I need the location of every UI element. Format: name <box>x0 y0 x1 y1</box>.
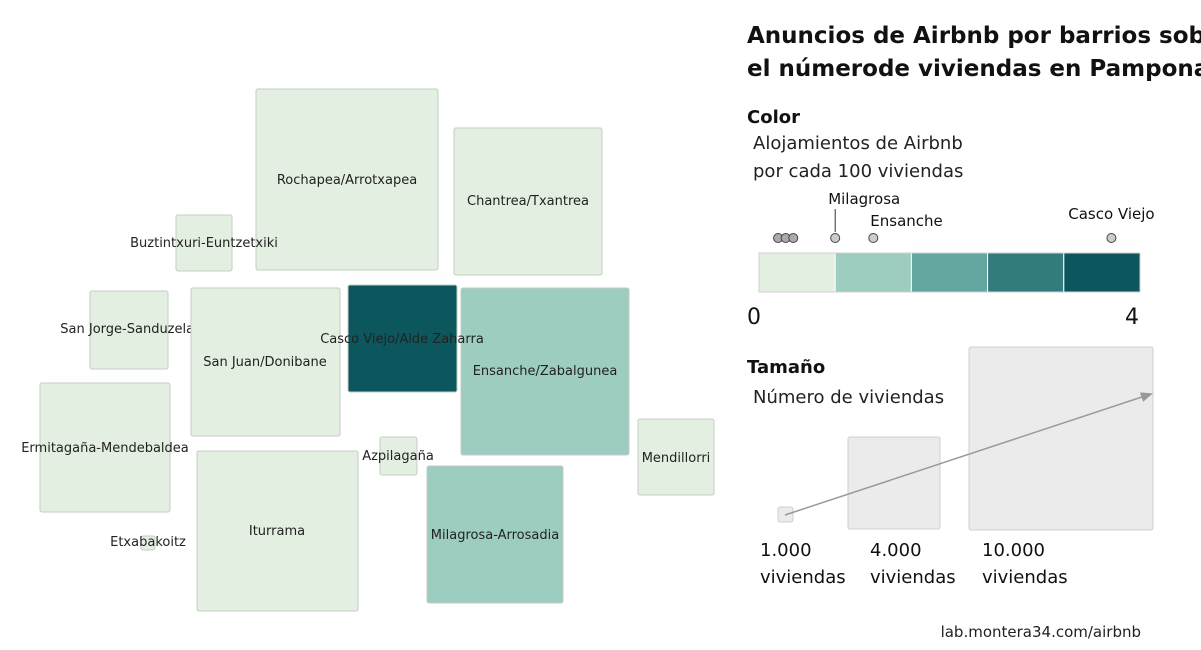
region-azpilagana[interactable]: Azpilagaña <box>362 436 434 476</box>
color-legend-subtitle-1: Alojamientos de Airbnb <box>753 133 963 154</box>
color-scale-point <box>788 233 799 243</box>
region-label: Milagrosa-Arrosadia <box>431 528 559 543</box>
region-ermitagana[interactable]: Ermitagaña-Mendebaldea <box>21 382 189 513</box>
region-label: San Juan/Donibane <box>203 355 327 370</box>
color-scale-segment <box>834 252 912 293</box>
region-casco-viejo[interactable] <box>347 284 458 393</box>
color-scale-segment <box>910 252 989 293</box>
title-line-1: Anuncios de Airbnb por barrios sobre <box>747 23 1201 49</box>
region-mendillorri[interactable]: Mendillorri <box>637 418 715 496</box>
source-credit: lab.montera34.com/airbnb <box>941 623 1141 641</box>
color-scale-point-label: Casco Viejo <box>1068 205 1154 223</box>
region-label: Mendillorri <box>642 451 711 466</box>
size-label-1000-unit: viviendas <box>760 567 846 588</box>
size-arrow <box>784 392 1153 516</box>
color-scale-points: Milagrosa Ensanche Casco Viejo <box>773 190 1155 243</box>
region-label: Rochapea/Arrotxapea <box>277 173 417 188</box>
region-square[interactable] <box>255 88 439 271</box>
color-legend: Color Alojamientos de Airbnb por cada 10… <box>747 107 1155 330</box>
color-scale-point-label: Milagrosa <box>828 190 900 208</box>
region-square[interactable] <box>347 284 458 393</box>
color-scale-segment <box>758 252 836 293</box>
region-san-juan[interactable]: San Juan/Donibane <box>190 287 341 437</box>
region-square[interactable] <box>196 450 359 612</box>
cartogram-map: Rochapea/Arrotxapea Chantrea/Txantrea Bu… <box>21 88 715 612</box>
size-label-10000-unit: viviendas <box>982 567 1068 588</box>
region-square[interactable] <box>39 382 171 513</box>
color-legend-subtitle-2: por cada 100 viviendas <box>753 161 963 182</box>
region-square[interactable] <box>426 465 564 604</box>
color-scale-point <box>830 233 841 243</box>
region-chantrea[interactable]: Chantrea/Txantrea <box>453 127 603 276</box>
region-square[interactable] <box>140 535 156 551</box>
size-legend-subtitle: Número de viviendas <box>753 387 944 408</box>
color-scale-point <box>1106 233 1117 243</box>
region-label: San Jorge-Sanduzelai <box>60 322 197 337</box>
region-square[interactable] <box>175 214 233 272</box>
size-label-1000-value: 1.000 <box>760 540 812 561</box>
region-iturrama[interactable]: Iturrama <box>196 450 359 612</box>
region-label: Etxabakoitz <box>110 535 186 550</box>
size-square-4000 <box>847 436 941 530</box>
size-label-4000-value: 4.000 <box>870 540 922 561</box>
color-legend-heading: Color <box>747 107 800 128</box>
region-label: Chantrea/Txantrea <box>467 194 589 209</box>
size-label-10000-value: 10.000 <box>982 540 1045 561</box>
region-buztintxuri[interactable]: Buztintxuri-Euntzetxiki <box>130 214 278 272</box>
region-square[interactable] <box>453 127 603 276</box>
color-scale-bar <box>758 252 1141 293</box>
size-legend-heading: Tamaño <box>747 357 825 378</box>
title-line-2: el númerode viviendas en Pampona <box>747 56 1201 82</box>
region-label: Ermitagaña-Mendebaldea <box>21 441 189 456</box>
region-milagrosa[interactable]: Milagrosa-Arrosadia <box>426 465 564 604</box>
region-label: Buztintxuri-Euntzetxiki <box>130 236 278 251</box>
color-scale-point <box>868 233 879 243</box>
region-san-jorge[interactable]: San Jorge-Sanduzelai <box>60 290 198 370</box>
region-square[interactable] <box>460 287 630 456</box>
region-ensanche[interactable]: Ensanche/Zabalgunea <box>460 287 630 456</box>
color-scale-segment <box>1063 252 1141 293</box>
color-scale-segment <box>987 252 1065 293</box>
region-square[interactable] <box>379 436 418 476</box>
color-scale-min-label: 0 <box>747 305 761 330</box>
region-label: Azpilagaña <box>362 449 434 464</box>
region-label: Ensanche/Zabalgunea <box>473 364 618 379</box>
chart-title: Anuncios de Airbnb por barrios sobre el … <box>747 23 1201 82</box>
size-legend: Tamaño Número de viviendas 1.000 viviend… <box>747 346 1154 588</box>
region-square[interactable] <box>190 287 341 437</box>
region-rochapea[interactable]: Rochapea/Arrotxapea <box>255 88 439 271</box>
region-etxabakoitz[interactable]: Etxabakoitz <box>110 535 186 551</box>
color-scale-max-label: 4 <box>1125 305 1139 330</box>
size-label-4000-unit: viviendas <box>870 567 956 588</box>
region-square[interactable] <box>89 290 169 370</box>
region-square[interactable] <box>637 418 715 496</box>
color-scale-point-label: Ensanche <box>870 212 942 230</box>
region-label-casco-viejo: Casco Viejo/Alde Zaharra <box>320 332 484 347</box>
size-square-10000 <box>968 346 1154 531</box>
region-label: Iturrama <box>249 524 305 539</box>
color-scale-outline <box>758 252 1141 293</box>
